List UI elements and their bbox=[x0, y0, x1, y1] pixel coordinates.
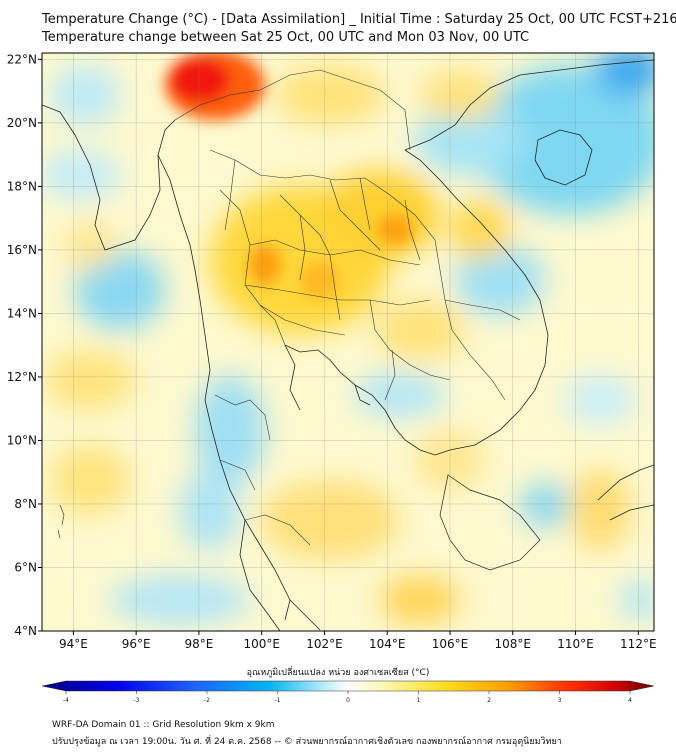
colorbar-tick-label: 4 bbox=[628, 697, 632, 704]
lon-tick-label: 100°E bbox=[243, 637, 280, 651]
lat-tick-label: 4°N bbox=[14, 624, 37, 638]
lat-tick-label: 14°N bbox=[7, 306, 37, 320]
map-frame bbox=[41, 52, 655, 632]
lat-tick-label: 6°N bbox=[14, 560, 37, 574]
colorbar-title: อุณหภูมิเปลี่ยนแปลง หน่วย องศาเซลเซียส (… bbox=[246, 668, 430, 678]
lon-tick-label: 98°E bbox=[184, 637, 213, 651]
lat-tick-label: 8°N bbox=[14, 497, 37, 511]
lon-tick-label: 108°E bbox=[495, 637, 532, 651]
lat-tick-label: 16°N bbox=[7, 243, 37, 257]
colorbar-tick-label: 0 bbox=[346, 697, 350, 704]
lat-tick-label: 10°N bbox=[7, 433, 37, 447]
colorbar-tick-label: -1 bbox=[275, 697, 281, 704]
longitude-tick-labels: 94°E 96°E 98°E 100°E 102°E 104°E 106°E 108°E 110… bbox=[59, 631, 657, 651]
grid-lines bbox=[42, 53, 654, 631]
colorbar-tick-label: -4 bbox=[63, 697, 69, 704]
colorbar-tick-label: -3 bbox=[134, 697, 140, 704]
colorbar-tick-label: -2 bbox=[204, 697, 210, 704]
lat-tick-label: 18°N bbox=[7, 179, 37, 193]
temperature-field bbox=[42, 53, 654, 631]
colorbar-tick-label: 1 bbox=[417, 697, 421, 704]
lon-tick-label: 106°E bbox=[432, 637, 469, 651]
colorbar-tick-label: 2 bbox=[487, 697, 491, 704]
lon-tick-label: 102°E bbox=[306, 637, 343, 651]
footer-credit: ปรับปรุงข้อมูล ณ เวลา 19:00น. วัน ศ. ที่… bbox=[52, 737, 562, 747]
colorbar-ticks: -4 -3 -2 -1 0 1 2 3 4 bbox=[63, 691, 632, 704]
colorbar-bar bbox=[41, 680, 655, 692]
lat-tick-label: 22°N bbox=[7, 52, 37, 66]
chart-title: Temperature Change (°C) - [Data Assimila… bbox=[42, 12, 676, 27]
lon-tick-label: 94°E bbox=[59, 637, 88, 651]
lon-tick-label: 110°E bbox=[557, 637, 594, 651]
footer-model-info: WRF-DA Domain 01 :: Grid Resolution 9km … bbox=[52, 720, 275, 730]
lon-tick-label: 96°E bbox=[122, 637, 151, 651]
coastlines bbox=[42, 59, 654, 631]
chart-subtitle: Temperature change between Sat 25 Oct, 0… bbox=[42, 30, 530, 45]
lon-tick-label: 104°E bbox=[369, 637, 406, 651]
latitude-tick-labels: 22°N 20°N 18°N 16°N 14°N 12°N 10°N 8°N 6°N 4°N bbox=[7, 52, 42, 638]
lat-tick-label: 20°N bbox=[7, 116, 37, 130]
borders bbox=[174, 69, 521, 546]
lon-tick-label: 112°E bbox=[620, 637, 657, 651]
lat-tick-label: 12°N bbox=[7, 370, 37, 384]
colorbar: -4 -3 -2 -1 0 1 2 3 4 bbox=[41, 680, 655, 704]
colorbar-tick-label: 3 bbox=[558, 697, 562, 704]
